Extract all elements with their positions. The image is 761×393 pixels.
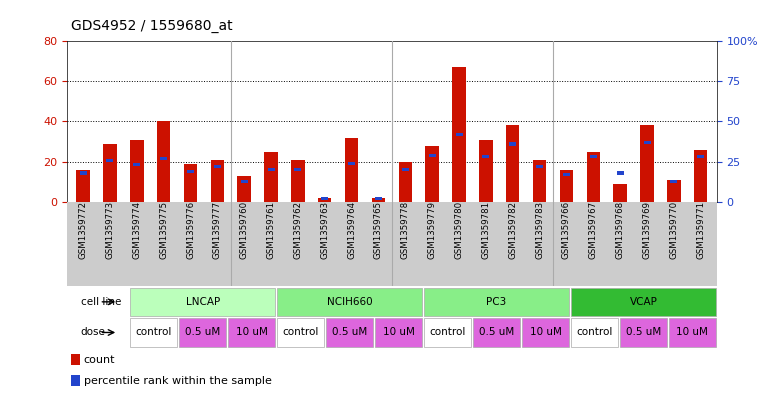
Bar [482, 155, 489, 158]
Bar [533, 160, 546, 202]
Text: 10 uM: 10 uM [530, 327, 562, 338]
Text: control: control [135, 327, 172, 338]
Bar [452, 67, 466, 202]
Bar [694, 150, 708, 202]
Bar [268, 168, 275, 171]
Bar [318, 198, 332, 202]
Bar [76, 170, 90, 202]
Bar [613, 184, 627, 202]
Bar [402, 168, 409, 171]
Text: NCIH660: NCIH660 [327, 297, 372, 307]
Bar [479, 140, 492, 202]
Bar [211, 160, 224, 202]
FancyBboxPatch shape [180, 318, 226, 347]
Text: cell line: cell line [81, 297, 121, 307]
Text: PC3: PC3 [486, 297, 507, 307]
Bar [640, 125, 654, 202]
Bar [670, 180, 677, 183]
Bar [291, 160, 304, 202]
Bar [372, 198, 385, 202]
FancyBboxPatch shape [375, 318, 422, 347]
Text: VCAP: VCAP [629, 297, 658, 307]
Bar [428, 154, 436, 157]
Bar [72, 354, 81, 365]
Bar [667, 180, 680, 202]
Bar [644, 141, 651, 144]
Bar [537, 165, 543, 168]
Bar [399, 162, 412, 202]
Text: dose: dose [81, 327, 106, 338]
Text: control: control [429, 327, 466, 338]
Bar [214, 165, 221, 168]
Bar [103, 143, 116, 202]
FancyBboxPatch shape [277, 288, 422, 316]
Bar [560, 170, 573, 202]
Bar [187, 170, 194, 173]
Bar [616, 171, 624, 174]
FancyBboxPatch shape [228, 318, 275, 347]
Bar [563, 173, 570, 176]
Text: 0.5 uM: 0.5 uM [626, 327, 661, 338]
Text: control: control [282, 327, 319, 338]
Bar [80, 171, 87, 174]
Bar [264, 152, 278, 202]
Bar [133, 163, 140, 167]
Bar [160, 157, 167, 160]
Bar [590, 155, 597, 158]
Bar [348, 162, 355, 165]
FancyBboxPatch shape [473, 318, 520, 347]
Bar [697, 155, 704, 158]
Text: count: count [84, 354, 115, 365]
Bar [130, 140, 144, 202]
Bar [184, 164, 197, 202]
Bar [240, 180, 247, 183]
Text: 10 uM: 10 uM [236, 327, 268, 338]
Text: GDS4952 / 1559680_at: GDS4952 / 1559680_at [71, 19, 232, 33]
Text: 0.5 uM: 0.5 uM [332, 327, 368, 338]
Text: 0.5 uM: 0.5 uM [479, 327, 514, 338]
Bar [375, 197, 382, 200]
Bar [587, 152, 600, 202]
Text: 10 uM: 10 uM [383, 327, 415, 338]
FancyBboxPatch shape [424, 288, 569, 316]
Bar [321, 197, 328, 200]
Text: 10 uM: 10 uM [677, 327, 708, 338]
Text: percentile rank within the sample: percentile rank within the sample [84, 376, 272, 386]
Bar [456, 133, 463, 136]
Bar [237, 176, 251, 202]
Text: 0.5 uM: 0.5 uM [185, 327, 221, 338]
Text: control: control [576, 327, 613, 338]
FancyBboxPatch shape [669, 318, 716, 347]
FancyBboxPatch shape [326, 318, 373, 347]
Bar [157, 121, 170, 202]
FancyBboxPatch shape [571, 288, 716, 316]
Bar [506, 125, 520, 202]
FancyBboxPatch shape [571, 318, 618, 347]
FancyBboxPatch shape [620, 318, 667, 347]
Text: LNCAP: LNCAP [186, 297, 220, 307]
Bar [107, 159, 113, 162]
Bar [345, 138, 358, 202]
Bar [509, 143, 516, 145]
Bar [72, 375, 81, 386]
FancyBboxPatch shape [522, 318, 569, 347]
FancyBboxPatch shape [424, 318, 471, 347]
Bar [425, 145, 439, 202]
FancyBboxPatch shape [130, 318, 177, 347]
FancyBboxPatch shape [277, 318, 324, 347]
FancyBboxPatch shape [130, 288, 275, 316]
Bar [295, 168, 301, 171]
